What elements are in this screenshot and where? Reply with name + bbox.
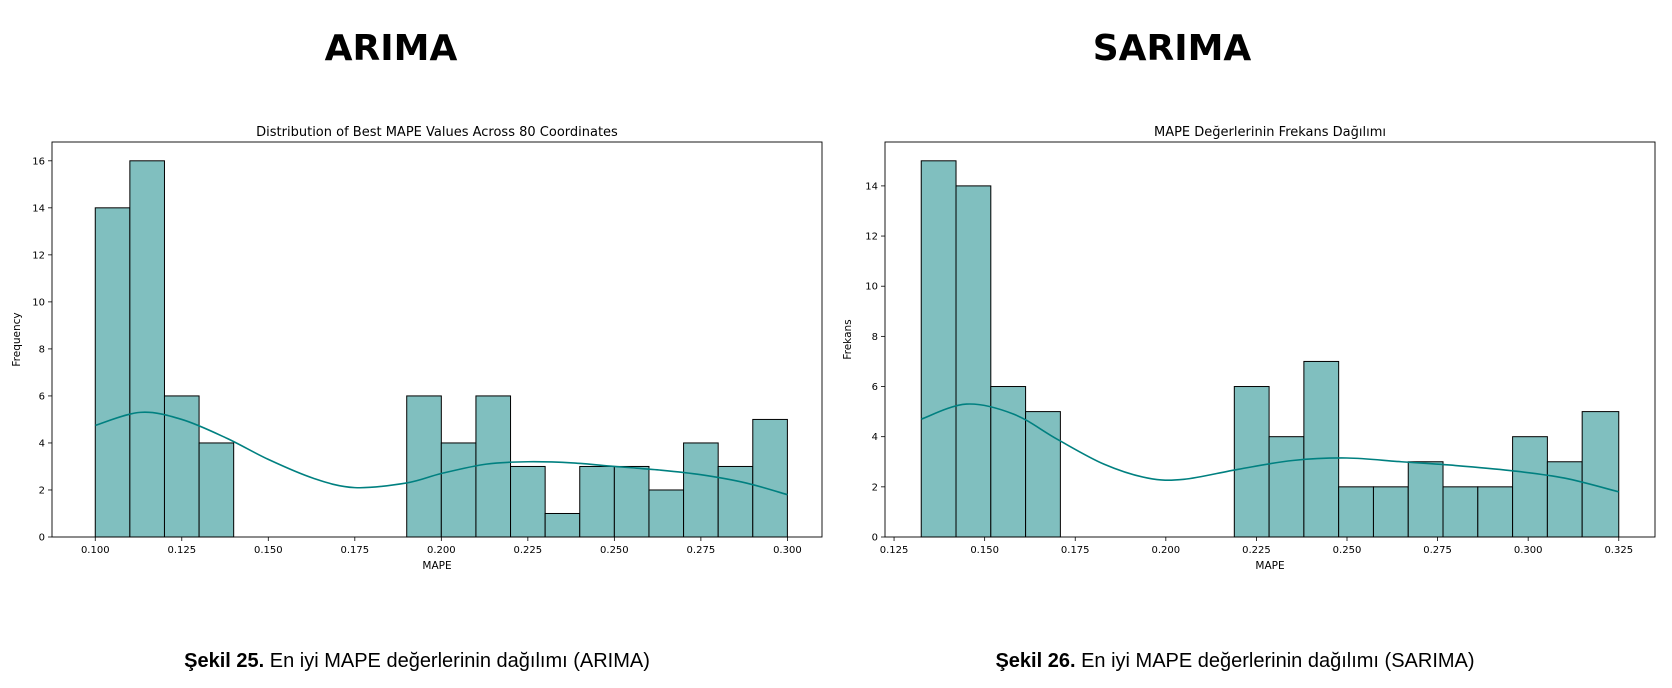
caption-text: En iyi MAPE değerlerinin dağılımı (SARIM… bbox=[1075, 650, 1475, 672]
y-tick-label: 4 bbox=[872, 432, 878, 443]
y-tick-label: 12 bbox=[32, 250, 45, 261]
figure-caption-sarima: Şekil 26. En iyi MAPE değerlerinin dağıl… bbox=[885, 650, 1585, 673]
y-tick-label: 10 bbox=[865, 282, 878, 293]
panel-heading-arima: ARIMA bbox=[324, 28, 458, 69]
y-tick-label: 8 bbox=[872, 332, 878, 343]
x-tick-label: 0.250 bbox=[600, 545, 629, 556]
y-tick-label: 6 bbox=[39, 391, 45, 402]
histogram-bar bbox=[1512, 436, 1548, 538]
histogram-bar bbox=[990, 386, 1027, 538]
y-tick-label: 4 bbox=[39, 438, 45, 449]
kde-line bbox=[920, 403, 1619, 493]
y-tick-label: 0 bbox=[39, 533, 45, 544]
histogram-bar bbox=[1442, 486, 1479, 538]
histogram-bar bbox=[717, 465, 754, 538]
y-tick-label: 0 bbox=[872, 533, 878, 544]
x-tick-label: 0.125 bbox=[167, 545, 196, 556]
histogram-bar bbox=[510, 465, 546, 538]
figure-caption-arima: Şekil 25. En iyi MAPE değerlerinin dağıl… bbox=[67, 650, 767, 673]
kde-line bbox=[95, 411, 788, 496]
histogram-bar bbox=[475, 395, 512, 538]
x-tick-label: 0.300 bbox=[773, 545, 802, 556]
histogram-bar bbox=[1338, 486, 1374, 538]
x-tick-label: 0.225 bbox=[1242, 545, 1271, 556]
histogram-bar bbox=[94, 207, 131, 538]
histogram-bar bbox=[1303, 360, 1340, 538]
arima-histogram: Distribution of Best MAPE Values Across … bbox=[11, 125, 823, 572]
x-tick-label: 0.175 bbox=[340, 545, 369, 556]
y-tick-label: 12 bbox=[865, 232, 878, 243]
x-axis-label: MAPE bbox=[1255, 560, 1284, 572]
histogram-bar bbox=[920, 160, 957, 538]
x-tick-label: 0.275 bbox=[1423, 545, 1452, 556]
histogram-bar bbox=[1477, 486, 1514, 538]
x-tick-label: 0.100 bbox=[81, 545, 110, 556]
plot-frame bbox=[884, 141, 1656, 538]
y-tick-label: 6 bbox=[872, 382, 878, 393]
histogram-bar bbox=[406, 395, 442, 538]
x-tick-label: 0.200 bbox=[427, 545, 456, 556]
y-tick-label: 16 bbox=[32, 156, 45, 167]
x-tick-label: 0.275 bbox=[687, 545, 716, 556]
histogram-bar bbox=[1407, 461, 1444, 538]
histogram-bar bbox=[752, 418, 788, 538]
x-tick-label: 0.300 bbox=[1514, 545, 1543, 556]
y-tick-label: 2 bbox=[39, 485, 45, 496]
caption-number: Şekil 25. bbox=[184, 650, 265, 672]
histogram-bar bbox=[579, 465, 615, 538]
y-axis-label: Frequency bbox=[11, 312, 23, 366]
caption-text: En iyi MAPE değerlerinin dağılımı (ARIMA… bbox=[264, 650, 650, 672]
plot-frame bbox=[51, 141, 823, 538]
histogram-bar bbox=[955, 185, 992, 538]
chart-title: MAPE Değerlerinin Frekans Dağılımı bbox=[1154, 125, 1386, 140]
histogram-bar bbox=[163, 395, 200, 538]
histogram-bar bbox=[198, 442, 235, 538]
y-tick-label: 2 bbox=[872, 482, 878, 493]
histogram-bar bbox=[544, 512, 581, 538]
x-axis-label: MAPE bbox=[422, 560, 451, 572]
y-tick-label: 8 bbox=[39, 344, 45, 355]
caption-number: Şekil 26. bbox=[995, 650, 1076, 672]
chart-title: Distribution of Best MAPE Values Across … bbox=[256, 125, 618, 140]
x-tick-label: 0.250 bbox=[1333, 545, 1362, 556]
histogram-bar bbox=[129, 160, 165, 538]
bars bbox=[920, 160, 1620, 538]
bars bbox=[94, 160, 788, 538]
histogram-bar bbox=[1233, 386, 1270, 538]
x-tick-label: 0.175 bbox=[1061, 545, 1090, 556]
x-tick-label: 0.150 bbox=[970, 545, 999, 556]
x-tick-label: 0.325 bbox=[1604, 545, 1633, 556]
x-tick-label: 0.225 bbox=[514, 545, 543, 556]
x-tick-label: 0.150 bbox=[254, 545, 283, 556]
histogram-bar bbox=[1372, 486, 1409, 538]
histogram-bar bbox=[1581, 411, 1620, 538]
y-tick-label: 10 bbox=[32, 297, 45, 308]
histogram-bar bbox=[1268, 436, 1305, 538]
y-tick-label: 14 bbox=[865, 181, 878, 192]
histogram-bar bbox=[648, 489, 685, 538]
histogram-bar bbox=[1546, 461, 1583, 538]
panel-heading-sarima: SARIMA bbox=[1092, 28, 1252, 69]
x-tick-label: 0.125 bbox=[880, 545, 909, 556]
histogram-bar bbox=[613, 465, 650, 538]
histogram-bar bbox=[440, 442, 477, 538]
y-axis-label: Frekans bbox=[842, 319, 854, 359]
histogram-bar bbox=[683, 442, 719, 538]
y-tick-label: 14 bbox=[32, 203, 45, 214]
x-tick-label: 0.200 bbox=[1152, 545, 1181, 556]
